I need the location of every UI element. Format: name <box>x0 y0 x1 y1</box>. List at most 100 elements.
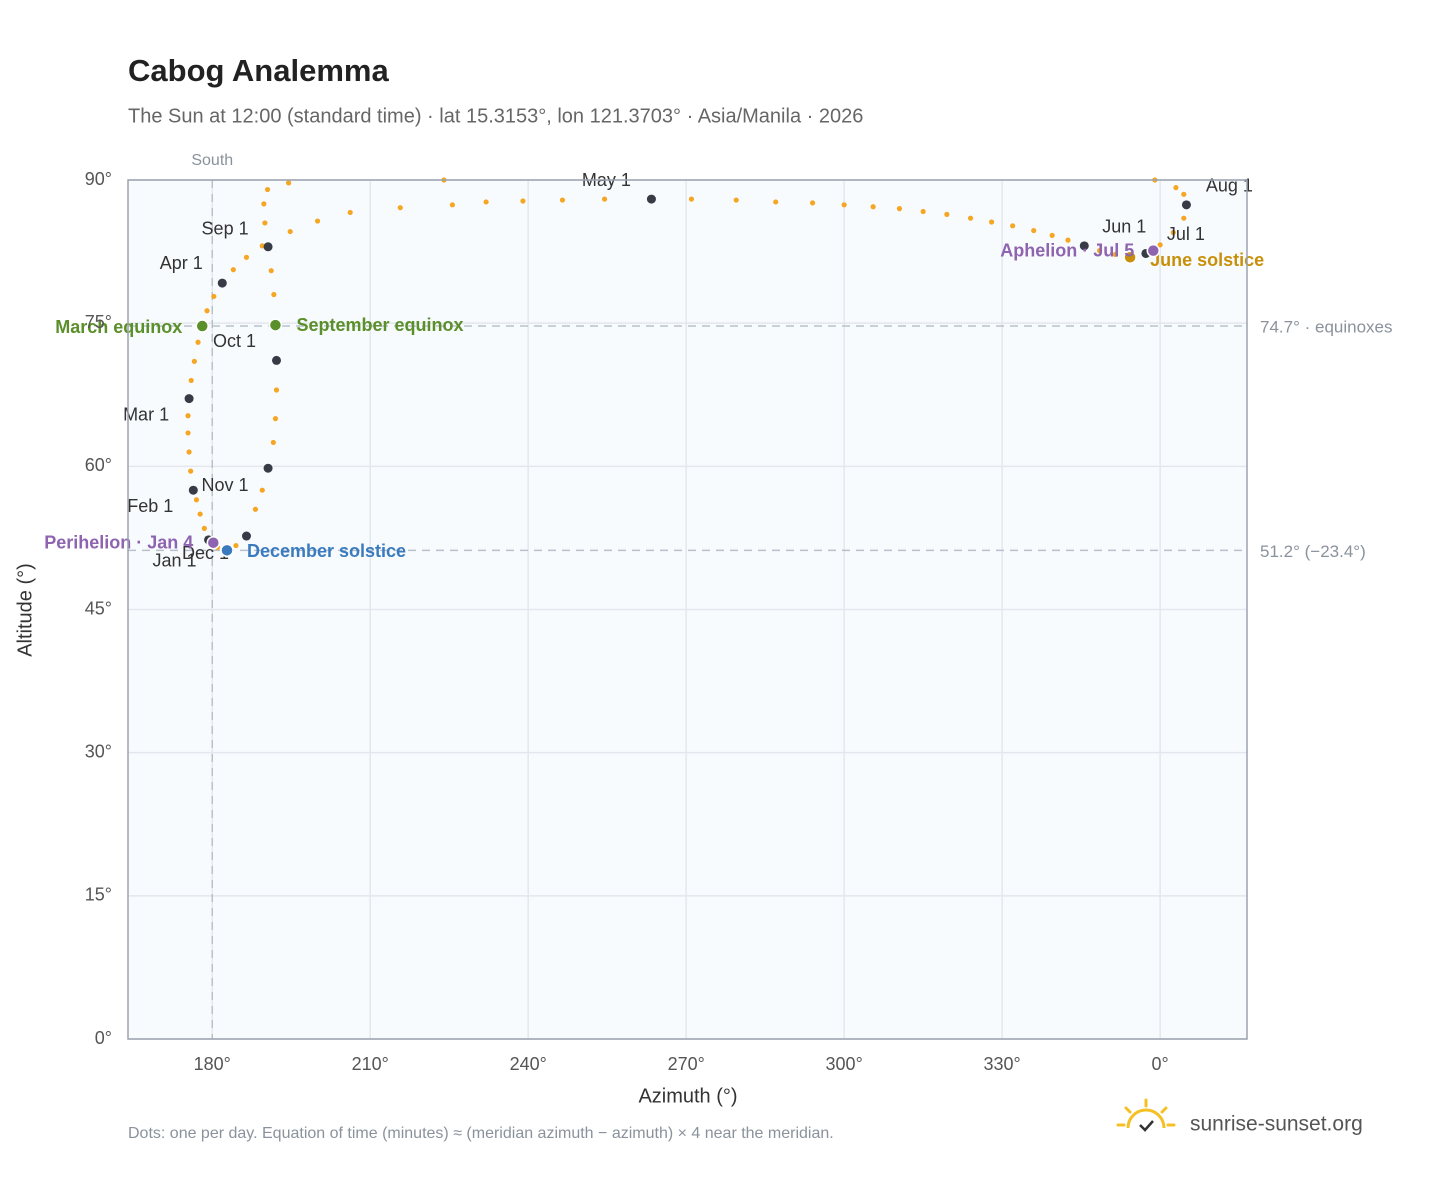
month-dot <box>188 485 198 495</box>
day-dot <box>559 197 566 203</box>
day-dot <box>252 506 259 512</box>
y-tick-label: 0° <box>95 1028 112 1048</box>
month-label: Jan 1 <box>153 551 197 571</box>
day-dot <box>286 180 292 186</box>
event-dot <box>220 543 234 558</box>
plot-border <box>127 179 1248 1040</box>
event-label: December solstice <box>247 541 406 561</box>
month-dot <box>646 194 656 204</box>
day-dot <box>188 377 194 384</box>
y-tick-label: 45° <box>85 598 112 618</box>
day-dot <box>204 308 210 314</box>
day-dot <box>397 205 403 211</box>
month-dot <box>1079 241 1089 251</box>
day-dot <box>188 468 194 474</box>
day-dot <box>967 215 974 221</box>
x-tick-label: 330° <box>984 1054 1021 1074</box>
day-dot <box>186 449 192 455</box>
x-tick-label: 270° <box>668 1054 705 1074</box>
day-dot <box>920 208 926 215</box>
day-dot <box>264 186 271 193</box>
day-dot <box>185 413 191 419</box>
day-dot <box>259 487 265 493</box>
day-dot <box>1157 242 1163 248</box>
event-label: September equinox <box>296 315 463 335</box>
month-dot <box>263 463 273 473</box>
x-tick-label: 0° <box>1152 1054 1169 1074</box>
month-label: Apr 1 <box>160 253 203 273</box>
day-dot <box>272 416 279 422</box>
day-dot <box>1170 229 1176 236</box>
day-dot <box>261 201 267 207</box>
day-dot <box>1173 185 1179 191</box>
day-dot <box>287 228 293 235</box>
day-dot <box>989 219 995 225</box>
day-dot <box>1181 191 1187 197</box>
event-dot <box>1146 243 1161 258</box>
day-dot <box>1112 251 1118 258</box>
month-dot <box>271 355 281 365</box>
reference-label: 51.2° (−23.4°) <box>1260 542 1366 561</box>
event-dot <box>195 319 209 333</box>
day-dot <box>483 199 489 205</box>
day-dot <box>449 202 455 208</box>
chart-subtitle: The Sun at 12:00 (standard time) · lat 1… <box>128 105 863 127</box>
month-dot <box>184 394 194 404</box>
day-dot <box>193 497 200 503</box>
brand-logo <box>1116 1098 1176 1132</box>
day-dot <box>1049 232 1055 238</box>
day-dot <box>944 211 950 217</box>
event-label: March equinox <box>55 317 182 337</box>
x-tick-label: 210° <box>352 1054 389 1074</box>
day-dot <box>211 293 217 300</box>
day-dot <box>870 204 876 210</box>
day-dot <box>233 542 239 549</box>
month-dot <box>263 242 273 252</box>
month-label: Mar 1 <box>123 404 169 424</box>
y-tick-label: 30° <box>85 741 112 761</box>
day-dot <box>1096 248 1103 254</box>
month-label: Jul 1 <box>1167 224 1205 244</box>
month-dot <box>1181 200 1191 210</box>
day-dot <box>314 218 321 224</box>
reference-label: 74.7° · equinoxes <box>1260 318 1393 337</box>
x-axis-label: Azimuth (°) <box>638 1085 737 1107</box>
day-dot <box>271 291 277 298</box>
day-dot <box>273 387 280 393</box>
day-dot <box>191 358 197 364</box>
day-dot <box>841 202 847 208</box>
month-label: Oct 1 <box>213 331 256 351</box>
event-label: Aphelion · Jul 5 <box>1000 240 1134 260</box>
day-dot <box>185 430 191 436</box>
chart-title: Cabog Analemma <box>128 53 389 88</box>
brand-name: sunrise-sunset.org <box>1190 1113 1363 1136</box>
month-label: Aug 1 <box>1206 176 1253 196</box>
day-dot <box>270 439 276 446</box>
month-label: Nov 1 <box>202 475 249 495</box>
day-dot <box>1181 215 1187 221</box>
month-label: Jun 1 <box>1102 217 1146 237</box>
event-dot <box>1123 250 1137 265</box>
event-label: June solstice <box>1150 250 1264 270</box>
y-tick-label: 15° <box>85 885 112 905</box>
event-label: Perihelion · Jan 4 <box>44 532 193 552</box>
event-dot <box>206 535 221 550</box>
day-dot <box>243 254 250 260</box>
day-dot <box>201 525 207 531</box>
x-tick-label: 180° <box>194 1054 231 1074</box>
y-axis-label: Altitude (°) <box>14 563 36 657</box>
month-label: Sep 1 <box>202 219 249 239</box>
y-tick-label: 90° <box>85 169 112 189</box>
month-dot <box>217 278 227 288</box>
day-dot <box>520 198 526 204</box>
day-dot <box>773 199 779 205</box>
day-dot <box>259 243 265 249</box>
reference-label: South <box>191 152 233 169</box>
footnote: Dots: one per day. Equation of time (min… <box>128 1125 834 1142</box>
y-tick-label: 60° <box>85 455 112 475</box>
day-dot <box>1065 237 1071 243</box>
day-dot <box>733 197 739 203</box>
y-tick-label: 75° <box>85 312 112 332</box>
